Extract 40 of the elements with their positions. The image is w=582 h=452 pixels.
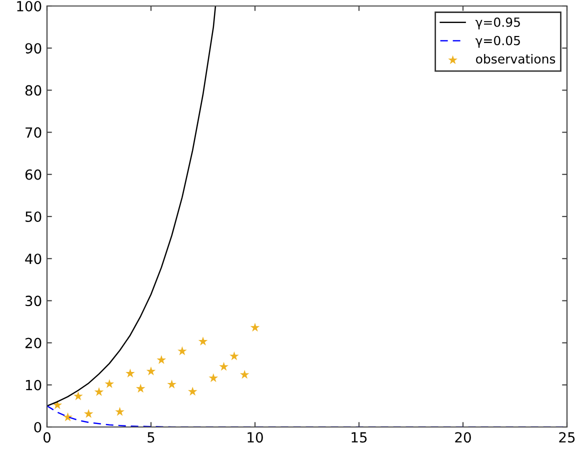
- x-tick-label: 20: [455, 432, 471, 443]
- point: [94, 387, 104, 396]
- point: [104, 379, 114, 388]
- point: [208, 373, 218, 382]
- x-tick-label: 25: [559, 432, 575, 443]
- y-tick-label: 100: [17, 0, 42, 12]
- point: [178, 346, 187, 356]
- point: [52, 400, 62, 410]
- point: [188, 386, 198, 396]
- y-tick-label: 20: [25, 338, 42, 348]
- point: [250, 322, 260, 332]
- x-tick-label: 10: [248, 432, 263, 443]
- point: [84, 409, 94, 418]
- point: [219, 362, 228, 371]
- x-tick-label: 15: [352, 432, 367, 443]
- y-tick-label: 30: [26, 296, 42, 306]
- x-tick-label: 5: [148, 432, 154, 443]
- x-tick-label: 0: [43, 432, 50, 443]
- point: [74, 391, 83, 400]
- legend-label: γ=0.05: [476, 36, 520, 48]
- point: [156, 355, 166, 364]
- y-tick-label: 60: [25, 169, 42, 180]
- y-tick-label: 70: [26, 127, 42, 138]
- point: [240, 370, 250, 379]
- y-tick-label: 90: [25, 43, 42, 54]
- y-tick-label: 40: [25, 254, 42, 264]
- point: [230, 351, 239, 360]
- legend-label: observations: [476, 54, 556, 64]
- y-tick-label: 80: [25, 85, 42, 96]
- y-tick-label: 10: [26, 380, 42, 390]
- point: [63, 412, 72, 422]
- y-tick-label: 50: [26, 211, 42, 222]
- point: [126, 368, 135, 378]
- point: [198, 336, 208, 346]
- point: [146, 366, 156, 376]
- point: [136, 384, 146, 393]
- point: [115, 406, 124, 416]
- legend-label: γ=0.95: [476, 17, 520, 30]
- point: [167, 380, 176, 388]
- y-tick-label: 0: [34, 422, 42, 432]
